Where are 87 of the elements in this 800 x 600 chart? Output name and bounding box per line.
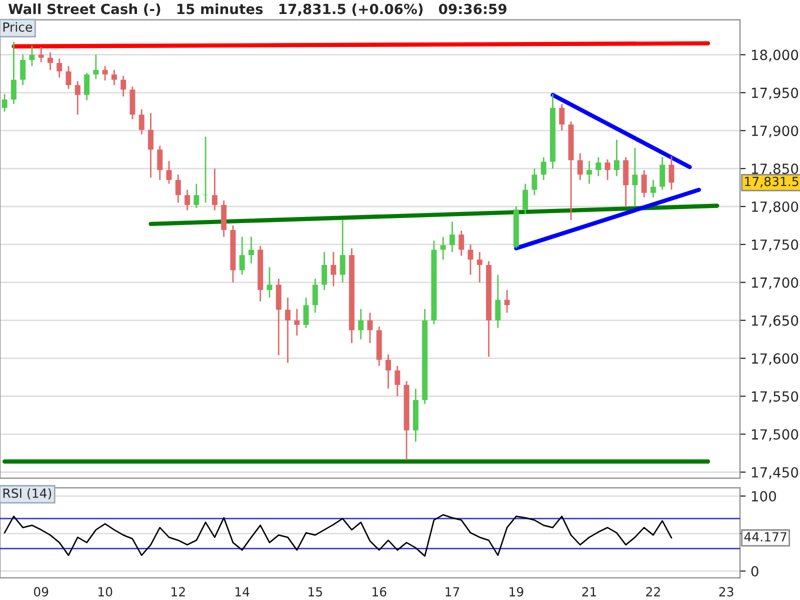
candlestick xyxy=(248,236,254,264)
y-tick-label: 17,750 xyxy=(752,239,798,252)
y-tick-label: 17,450 xyxy=(752,467,798,480)
candlestick xyxy=(202,136,208,204)
candlestick xyxy=(540,156,546,181)
candlestick xyxy=(56,58,62,78)
y-tick-label: 17,700 xyxy=(752,277,798,290)
candlestick xyxy=(48,52,53,71)
y-tick-label: 17,900 xyxy=(752,126,798,138)
x-tick-label: 23 xyxy=(719,587,734,597)
candlestick xyxy=(650,179,656,198)
candlestick xyxy=(312,278,318,314)
candlestick xyxy=(303,296,309,329)
x-tick-label: 14 xyxy=(236,587,250,596)
candlestick xyxy=(194,183,200,209)
candlestick xyxy=(458,230,464,257)
candlestick xyxy=(2,93,8,112)
candlestick xyxy=(285,296,291,364)
candlestick xyxy=(559,103,565,132)
y-axis-title: RSI (14) xyxy=(3,488,52,500)
candlestick xyxy=(102,65,108,82)
text: 17,831.5 xyxy=(745,176,798,188)
candlestick xyxy=(504,289,510,314)
y-tick-label: 100 xyxy=(752,491,776,502)
candlestick xyxy=(157,145,163,181)
candlestick xyxy=(577,152,583,181)
candlestick xyxy=(632,147,638,208)
y-tick-label: 17,500 xyxy=(752,429,798,442)
candlestick xyxy=(84,72,90,101)
y-tick-label: 17,850 xyxy=(752,164,798,176)
candlestick xyxy=(386,354,392,390)
candlestick xyxy=(184,189,190,211)
candlestick xyxy=(322,251,328,291)
x-tick-label: 22 xyxy=(646,587,660,596)
x-tick-label: 10 xyxy=(98,587,112,597)
x-tick-label: 16 xyxy=(372,587,386,597)
candlestick xyxy=(38,46,44,63)
candlestick xyxy=(29,44,35,67)
candlestick xyxy=(614,139,620,177)
candlestick xyxy=(266,266,272,298)
candlestick xyxy=(440,236,446,260)
candlestick xyxy=(532,168,538,196)
candlestick xyxy=(604,158,610,181)
candlestick xyxy=(66,65,72,90)
candlestick xyxy=(294,308,300,336)
candlestick xyxy=(74,80,80,116)
candlestick xyxy=(212,168,218,211)
candlestick xyxy=(20,54,26,86)
y-tick-label: 17,600 xyxy=(752,353,798,366)
x-tick-label: 19 xyxy=(510,587,524,597)
candlestick xyxy=(476,251,482,284)
y-tick-label: 0 xyxy=(751,566,758,577)
x-tick-label: 12 xyxy=(172,587,185,596)
x-tick-label: 15 xyxy=(308,587,322,597)
candlestick xyxy=(660,156,666,190)
candlestick xyxy=(586,160,592,184)
candlestick xyxy=(111,69,117,86)
candlestick xyxy=(10,41,16,105)
candlestick xyxy=(641,169,647,198)
text: 44.177 xyxy=(744,532,786,542)
candlestick xyxy=(394,365,400,397)
candlestick xyxy=(596,156,602,177)
line-series xyxy=(4,514,672,557)
candlestick xyxy=(330,251,336,287)
candlestick xyxy=(239,236,245,276)
candlestick xyxy=(340,219,346,284)
candlestick xyxy=(138,108,144,136)
candlestick xyxy=(93,54,99,80)
x-tick-label: 17 xyxy=(446,587,460,596)
y-axis-title: Price xyxy=(3,22,32,32)
x-tick-label: 09 xyxy=(34,587,48,597)
candlestick xyxy=(120,75,126,98)
y-tick-label: 17,550 xyxy=(752,391,798,404)
y-tick-label: 18,000 xyxy=(752,50,798,62)
candlestick xyxy=(668,156,674,190)
y-tick-label: 17,950 xyxy=(752,88,798,100)
candlestick xyxy=(495,274,501,329)
y-tick-label: 17,650 xyxy=(752,315,798,328)
x-tick-label: 21 xyxy=(582,587,596,596)
candlestick xyxy=(166,160,172,184)
candlestick xyxy=(148,112,154,178)
candlestick xyxy=(449,220,455,253)
candlestick xyxy=(175,174,181,204)
chart-title: Wall Street Cash (-) 15 minutes 17,831.5 (+0.06%) 09:36:59 xyxy=(8,3,506,16)
candlestick xyxy=(522,183,528,215)
y-tick-label: 17,800 xyxy=(752,201,798,214)
candlestick xyxy=(358,308,364,340)
